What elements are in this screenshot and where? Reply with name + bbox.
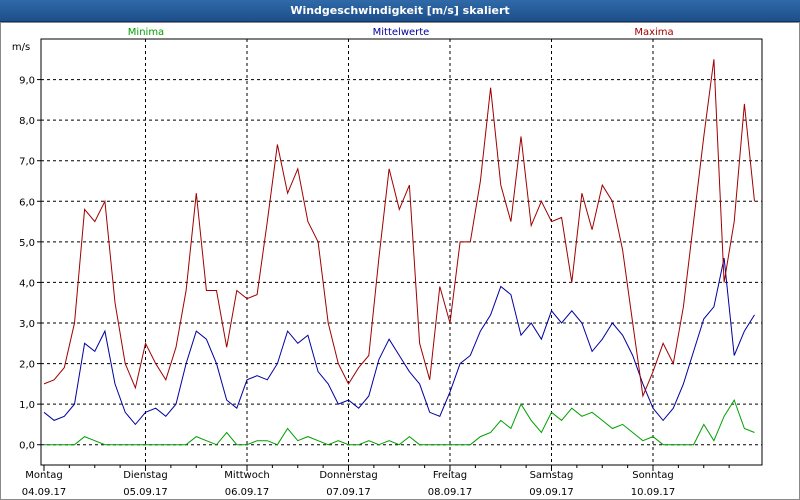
x-tick-day-label: Dienstag bbox=[123, 470, 168, 481]
y-tick-label: 8,0 bbox=[19, 116, 35, 127]
series-line-maxima bbox=[43, 59, 755, 398]
series-line-minima bbox=[44, 398, 755, 446]
y-tick-label: 1,0 bbox=[19, 400, 35, 411]
x-tick-date-label: 05.09.17 bbox=[123, 487, 168, 498]
x-tick-date-label: 08.09.17 bbox=[428, 487, 473, 498]
x-tick-day-label: Montag bbox=[25, 470, 62, 481]
legend-minima: Minima bbox=[128, 27, 164, 38]
y-tick-label: 9,0 bbox=[19, 76, 35, 87]
x-tick-day-label: Sonntag bbox=[632, 470, 674, 481]
x-tick-day-label: Donnerstag bbox=[319, 470, 377, 481]
y-tick-label: 0,0 bbox=[19, 441, 35, 452]
x-tick-date-label: 07.09.17 bbox=[326, 487, 371, 498]
y-tick-label: 7,0 bbox=[19, 157, 35, 168]
y-tick-label: 3,0 bbox=[19, 319, 35, 330]
x-tick-date-label: 04.09.17 bbox=[22, 487, 67, 498]
x-tick-date-label: 06.09.17 bbox=[225, 487, 270, 498]
chart-frame: 0,0 1,0 2,0 3,0 4,0 5,0 6,0 7,0 8,0 9,0 m/s Montag 0… bbox=[0, 22, 800, 500]
legend-mittelwerte: Mittelwerte bbox=[373, 27, 430, 38]
window-title: Windgeschwindigkeit [m/s] skaliert bbox=[290, 4, 510, 17]
plot-area bbox=[40, 38, 763, 466]
x-tick-date-label: 09.09.17 bbox=[529, 487, 574, 498]
x-tick-date-label: 10.09.17 bbox=[631, 487, 676, 498]
y-tick-label: 6,0 bbox=[19, 197, 35, 208]
y-tick-label: 5,0 bbox=[19, 238, 35, 249]
window-title-bar: Windgeschwindigkeit [m/s] skaliert bbox=[0, 0, 800, 22]
x-tick-day-label: Freitag bbox=[433, 470, 467, 481]
chart-svg: 0,0 1,0 2,0 3,0 4,0 5,0 6,0 7,0 8,0 9,0 m/s Montag 0… bbox=[12, 27, 763, 498]
y-tick-label: 2,0 bbox=[19, 360, 35, 371]
series-line-mittelwerte bbox=[43, 257, 755, 426]
y-axis-label: m/s bbox=[12, 42, 30, 53]
x-tick-day-label: Samstag bbox=[530, 470, 574, 481]
x-tick-day-label: Mittwoch bbox=[224, 470, 269, 481]
legend-maxima: Maxima bbox=[634, 27, 673, 38]
y-tick-label: 4,0 bbox=[19, 278, 35, 289]
